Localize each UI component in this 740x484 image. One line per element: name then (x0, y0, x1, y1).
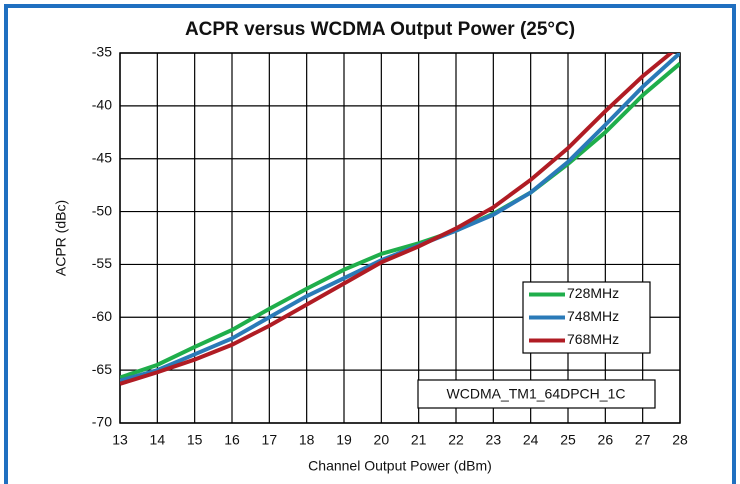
x-tick-label: 20 (374, 432, 390, 448)
y-tick-label: -70 (92, 414, 112, 430)
x-tick-label: 24 (523, 432, 539, 448)
series-line (120, 62, 680, 380)
y-tick-label: -55 (92, 255, 112, 271)
x-tick-label: 21 (411, 432, 427, 448)
x-tick-label: 27 (635, 432, 651, 448)
y-tick-label: -65 (92, 361, 112, 377)
legend-label: 728MHz (567, 285, 619, 301)
x-tick-label: 26 (598, 432, 614, 448)
x-axis-label: Channel Output Power (dBm) (308, 458, 492, 474)
y-tick-label: -45 (92, 149, 112, 165)
x-tick-label: 22 (448, 432, 464, 448)
legend-label: 748MHz (567, 308, 619, 324)
annotation: WCDMA_TM1_64DPCH_1C (447, 386, 626, 402)
x-tick-label: 16 (224, 432, 240, 448)
plot-border (119, 52, 681, 424)
x-tick-label: 18 (299, 432, 315, 448)
annotation-box (417, 379, 656, 409)
frame (4, 4, 736, 484)
legend-label: 768MHz (567, 331, 619, 347)
x-tick-label: 13 (112, 432, 128, 448)
y-tick-label: -35 (92, 44, 112, 60)
y-tick-label: -50 (92, 202, 112, 218)
x-tick-label: 19 (336, 432, 352, 448)
series-line (120, 53, 675, 386)
chart-title: ACPR versus WCDMA Output Power (25°C) (185, 19, 575, 40)
y-tick-label: -40 (92, 97, 112, 113)
x-tick-label: 14 (150, 432, 166, 448)
x-tick-label: 23 (486, 432, 502, 448)
x-tick-label: 17 (262, 432, 278, 448)
x-tick-label: 25 (560, 432, 576, 448)
y-tick-label: -60 (92, 308, 112, 324)
y-axis-label: ACPR (dBc) (53, 200, 69, 276)
x-tick-label: 28 (672, 432, 688, 448)
x-tick-label: 15 (187, 432, 203, 448)
